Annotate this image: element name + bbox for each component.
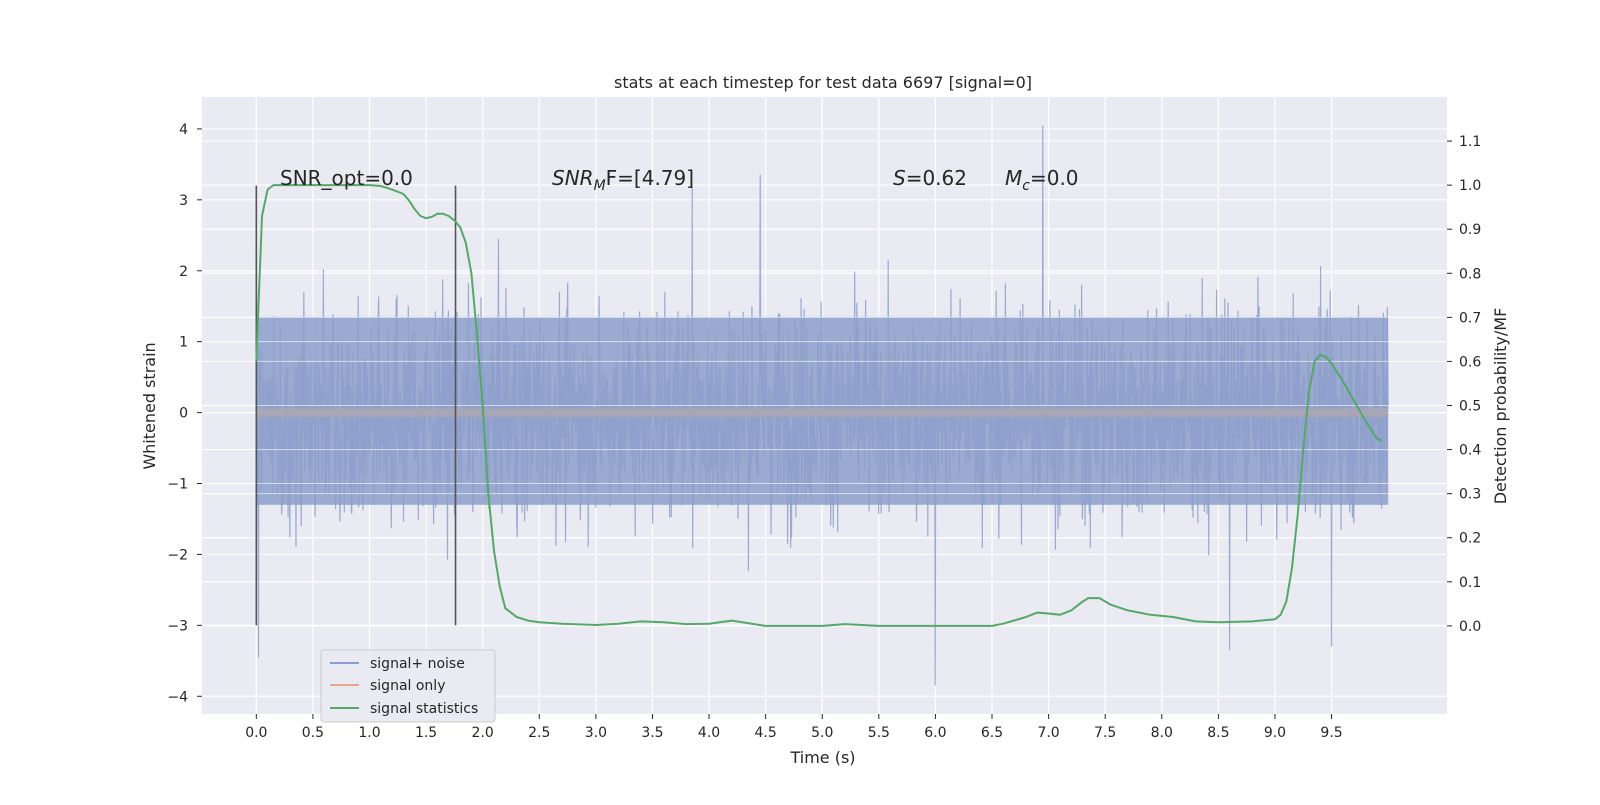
x-tick-label: 8.5 [1207, 725, 1229, 741]
chart-title: stats at each timestep for test data 669… [614, 73, 1032, 92]
signal-statistics-line [255, 184, 1383, 627]
right-tick-label: 0.8 [1459, 266, 1481, 282]
x-tick-label: 7.5 [1094, 725, 1116, 741]
right-axis-label: Detection probability/MF [1491, 308, 1510, 505]
x-tick-label: 4.0 [698, 725, 720, 741]
right-tick-label: 0.0 [1459, 619, 1481, 635]
right-tick-label: 0.3 [1459, 487, 1481, 503]
x-axis-ticks: 0.0 0.5 1.0 1.5 2.0 2.5 3.0 3.5 4.0 4.5 5.0 5.5 6.0 6… [245, 714, 1343, 741]
right-tick-label: 0.9 [1459, 222, 1481, 238]
x-axis-label: Time (s) [789, 748, 855, 767]
x-tick-label: 0.5 [302, 725, 324, 741]
x-tick-label: 8.0 [1151, 725, 1173, 741]
legend-label-statistics: signal statistics [370, 701, 478, 717]
x-tick-label: 9.5 [1320, 725, 1342, 741]
right-tick-label: 0.5 [1459, 399, 1481, 415]
y-axis-label: Whitened strain [140, 342, 159, 469]
y-tick-label: −1 [167, 477, 188, 493]
legend-label-signal-only: signal only [370, 678, 445, 694]
legend-box [320, 649, 496, 723]
x-tick-label: 7.0 [1037, 725, 1059, 741]
x-tick-label: 0.0 [245, 725, 267, 741]
right-tick-label: 1.0 [1459, 178, 1481, 194]
y-tick-label: 3 [179, 193, 188, 209]
x-tick-label: 2.0 [472, 725, 494, 741]
x-tick-label: 9.0 [1264, 725, 1286, 741]
right-axis-ticks: 1.1 1.0 0.9 0.8 0.7 0.6 0.5 0.4 0.3 0.2 0.1 0.0 [1447, 134, 1481, 635]
y-tick-label: −4 [167, 689, 188, 705]
snr-mf-annotation: SNRMF=[4.79] [552, 166, 694, 194]
snr-opt-annotation: SNR_opt=0.0 [280, 166, 413, 190]
x-tick-label: 1.5 [415, 725, 437, 741]
y-tick-label: 1 [179, 335, 188, 351]
y-tick-label: −3 [167, 618, 188, 634]
x-tick-label: 4.5 [755, 725, 777, 741]
x-tick-label: 6.5 [981, 725, 1003, 741]
mc-annotation: Mc=0.0 [1005, 166, 1079, 194]
s-annotation: S=0.62 [893, 166, 967, 190]
right-tick-label: 1.1 [1459, 134, 1481, 150]
y-tick-label: 4 [179, 122, 188, 138]
x-tick-label: 3.5 [641, 725, 663, 741]
x-tick-label: 6.0 [924, 725, 946, 741]
window-markers [255, 185, 457, 626]
right-tick-label: 0.4 [1459, 443, 1481, 459]
right-tick-label: 0.6 [1459, 354, 1481, 370]
y-tick-label: −2 [167, 547, 188, 563]
right-tick-label: 0.2 [1459, 531, 1481, 547]
y-tick-label: 0 [179, 406, 188, 422]
x-tick-label: 3.0 [585, 725, 607, 741]
x-tick-label: 1.0 [358, 725, 380, 741]
x-tick-label: 2.5 [528, 725, 550, 741]
legend: signal+ noise signal only signal statist… [320, 649, 496, 723]
right-tick-label: 0.7 [1459, 310, 1481, 326]
y-tick-label: 2 [179, 264, 188, 280]
x-tick-label: 5.0 [811, 725, 833, 741]
right-tick-label: 0.1 [1459, 575, 1481, 591]
x-tick-label: 5.5 [868, 725, 890, 741]
signal-statistics-trace [255, 184, 1383, 627]
y-axis-ticks: 4 3 2 1 0 −1 −2 −3 −4 [167, 122, 202, 705]
legend-label-noise: signal+ noise [370, 656, 465, 672]
